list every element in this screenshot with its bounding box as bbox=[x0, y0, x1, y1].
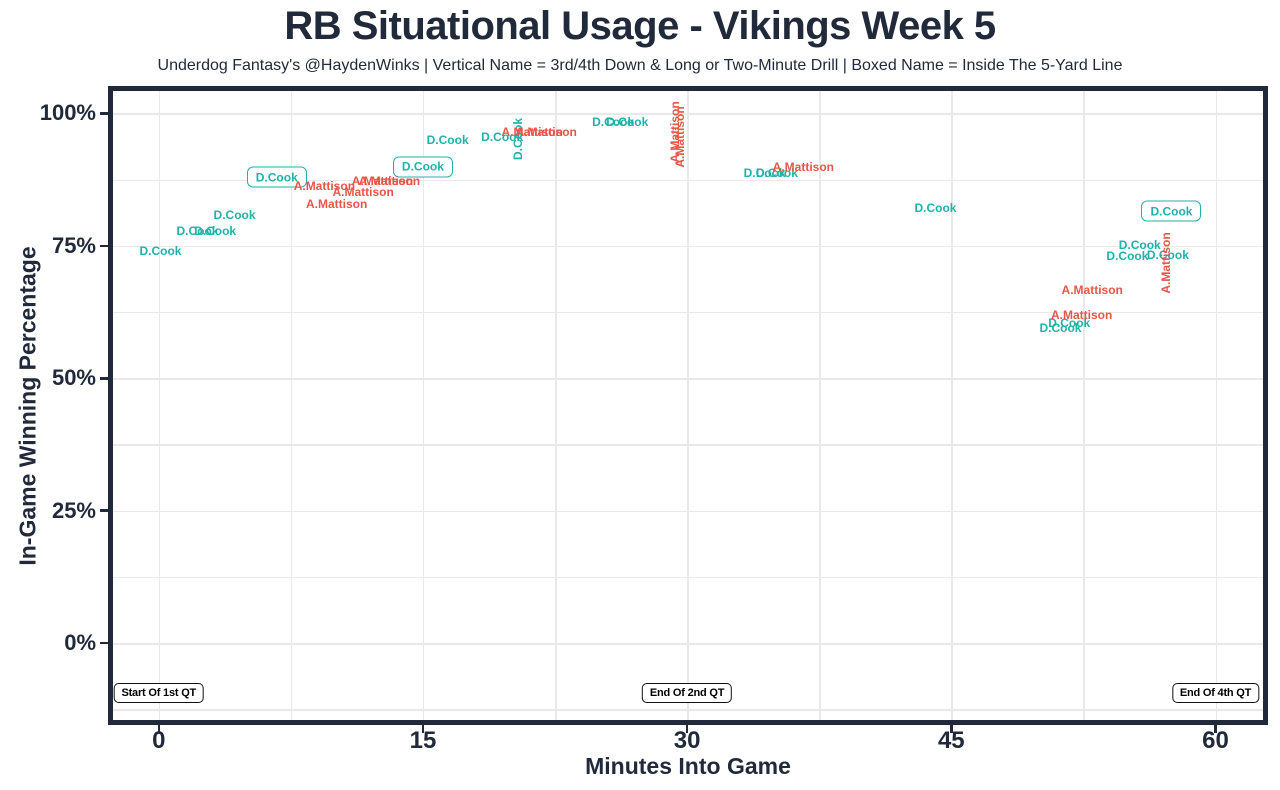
y-tick-label: 0% bbox=[64, 630, 96, 656]
x-tick-label: 45 bbox=[937, 727, 965, 754]
point-label-mattison: A.Mattison bbox=[515, 125, 577, 140]
point-label-cook: D.Cook bbox=[1106, 249, 1149, 264]
y-gridline bbox=[113, 311, 1263, 314]
point-label-mattison: A.Mattison bbox=[358, 174, 421, 189]
y-gridline bbox=[113, 444, 1263, 446]
point-label-cook: D.Cook bbox=[755, 166, 798, 181]
x-axis-title: Minutes Into Game bbox=[585, 753, 791, 779]
point-label-cook: D.Cook bbox=[1146, 248, 1189, 263]
y-axis-tick bbox=[100, 509, 108, 512]
point-label-cook: D.Cook bbox=[914, 201, 957, 216]
y-gridline bbox=[113, 643, 1263, 645]
game-phase-annotation: End Of 2nd QT bbox=[641, 682, 733, 703]
point-label-mattison: A.Mattison bbox=[501, 125, 563, 140]
y-axis-tick bbox=[100, 377, 108, 380]
y-gridline bbox=[113, 179, 1263, 181]
y-gridline bbox=[113, 113, 1263, 115]
point-label-mattison: A.Mattison bbox=[1159, 232, 1174, 294]
point-label-cook: D.Cook bbox=[1039, 321, 1082, 336]
y-tick-label: 100% bbox=[39, 100, 96, 126]
x-gridline bbox=[422, 91, 425, 720]
point-label-cook: D.Cook bbox=[606, 115, 649, 130]
x-tick-label: 30 bbox=[673, 727, 701, 754]
x-tick-label: 60 bbox=[1202, 727, 1229, 754]
x-axis-tick bbox=[1214, 725, 1217, 733]
x-gridline bbox=[158, 91, 161, 720]
y-gridline bbox=[113, 245, 1263, 248]
chart-subtitle: Underdog Fantasy's @HaydenWinks | Vertic… bbox=[157, 57, 1123, 74]
plot-panel: D.Cook D.Cook D.Cook D.Cook D.Cook D.Cook D.Co… bbox=[108, 86, 1268, 725]
x-gridline bbox=[290, 91, 293, 720]
point-label-cook: D.Cook bbox=[481, 130, 524, 145]
point-label-mattison: A.Mattison bbox=[332, 185, 394, 200]
point-label-mattison: A.Mattison bbox=[772, 159, 835, 174]
point-label-cook: D.Cook bbox=[392, 156, 453, 178]
point-label-cook: D.Cook bbox=[213, 207, 256, 222]
point-label-cook: D.Cook bbox=[139, 244, 182, 259]
x-tick-label: 0 bbox=[152, 727, 166, 754]
y-axis-tick bbox=[100, 641, 108, 645]
y-tick-label: 75% bbox=[51, 232, 96, 258]
x-axis-tick bbox=[157, 725, 160, 733]
point-label-cook: D.Cook bbox=[592, 115, 635, 130]
point-label-mattison: A.Mattison bbox=[673, 105, 688, 168]
y-gridline bbox=[113, 576, 1263, 579]
point-label-cook: D.Cook bbox=[1048, 316, 1091, 331]
y-gridline bbox=[113, 378, 1263, 380]
point-label-mattison: A.Mattison bbox=[1050, 308, 1113, 323]
x-tick-label: 15 bbox=[409, 727, 437, 754]
game-phase-annotation: End Of 4th QT bbox=[1171, 682, 1260, 703]
y-axis-tick bbox=[100, 244, 108, 247]
x-axis-tick bbox=[685, 725, 689, 733]
chart-title: RB Situational Usage - Vikings Week 5 bbox=[284, 4, 996, 48]
x-gridline bbox=[1215, 91, 1217, 720]
point-label-mattison: A.Mattison bbox=[351, 174, 414, 189]
x-gridline bbox=[1083, 91, 1085, 720]
x-gridline bbox=[555, 91, 557, 720]
point-label-cook: D.Cook bbox=[194, 224, 237, 239]
point-label-mattison: A.Mattison bbox=[1061, 283, 1123, 298]
y-tick-label: 25% bbox=[51, 497, 96, 523]
point-label-cook: D.Cook bbox=[246, 166, 307, 188]
point-label-cook: D.Cook bbox=[1118, 238, 1161, 253]
point-label-cook: D.Cook bbox=[426, 133, 469, 148]
point-label-cook: D.Cook bbox=[1141, 200, 1202, 222]
game-phase-annotation: Start Of 1st QT bbox=[113, 682, 205, 703]
x-axis-tick bbox=[421, 725, 425, 733]
point-label-cook: D.Cook bbox=[743, 166, 786, 181]
x-gridline bbox=[687, 91, 689, 720]
y-gridline bbox=[113, 709, 1263, 711]
y-tick-label: 50% bbox=[51, 365, 96, 391]
x-gridline bbox=[819, 91, 821, 720]
point-label-mattison: A.Mattison bbox=[306, 196, 368, 211]
x-gridline bbox=[951, 91, 953, 720]
x-axis-tick bbox=[950, 725, 953, 733]
point-label-mattison: A.Mattison bbox=[293, 178, 356, 193]
y-axis-tick bbox=[100, 112, 108, 115]
point-label-cook: D.Cook bbox=[176, 224, 219, 239]
y-gridline bbox=[113, 510, 1263, 513]
